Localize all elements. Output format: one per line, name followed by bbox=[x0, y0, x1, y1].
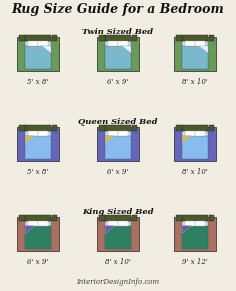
Bar bbox=[38, 131, 48, 136]
Bar bbox=[28, 221, 38, 226]
Polygon shape bbox=[105, 46, 131, 69]
Bar bbox=[28, 131, 38, 136]
Bar bbox=[17, 37, 59, 71]
Bar bbox=[182, 40, 208, 69]
Bar bbox=[99, 125, 105, 130]
Bar bbox=[25, 125, 51, 130]
Bar bbox=[131, 35, 137, 40]
Bar bbox=[105, 35, 131, 40]
Polygon shape bbox=[182, 46, 208, 69]
Text: Rug Size Guide for a Bedroom: Rug Size Guide for a Bedroom bbox=[12, 3, 224, 16]
Polygon shape bbox=[25, 226, 34, 233]
Text: 8' x 10': 8' x 10' bbox=[182, 78, 208, 86]
Bar bbox=[105, 221, 131, 249]
Bar bbox=[131, 125, 137, 130]
Text: 6' x 9': 6' x 9' bbox=[107, 168, 129, 176]
Bar bbox=[185, 221, 195, 226]
Bar bbox=[17, 127, 59, 161]
Bar bbox=[97, 127, 139, 161]
Text: King Sized Bed: King Sized Bed bbox=[82, 208, 154, 216]
Text: 8' x 10': 8' x 10' bbox=[105, 258, 131, 266]
Text: 9' x 12': 9' x 12' bbox=[182, 258, 208, 266]
Polygon shape bbox=[182, 136, 208, 159]
Text: 6' x 9': 6' x 9' bbox=[27, 258, 49, 266]
Bar bbox=[182, 35, 208, 40]
Bar bbox=[208, 35, 214, 40]
Bar bbox=[182, 221, 208, 249]
Polygon shape bbox=[25, 136, 51, 159]
Bar bbox=[195, 221, 205, 226]
Bar bbox=[131, 215, 137, 221]
Polygon shape bbox=[122, 46, 131, 53]
Polygon shape bbox=[105, 136, 114, 143]
Bar bbox=[51, 215, 57, 221]
Bar bbox=[17, 217, 59, 251]
Bar bbox=[97, 217, 139, 251]
Bar bbox=[99, 35, 105, 40]
Bar bbox=[195, 131, 205, 136]
Bar bbox=[19, 35, 25, 40]
Bar bbox=[118, 131, 128, 136]
Bar bbox=[108, 41, 118, 46]
Text: 5' x 8': 5' x 8' bbox=[27, 78, 49, 86]
Bar bbox=[51, 35, 57, 40]
Bar bbox=[99, 215, 105, 221]
Text: InteriorDesignInfo.com: InteriorDesignInfo.com bbox=[76, 278, 160, 286]
Polygon shape bbox=[105, 226, 114, 233]
Polygon shape bbox=[182, 136, 191, 143]
Polygon shape bbox=[25, 136, 34, 143]
Polygon shape bbox=[199, 46, 208, 53]
Bar bbox=[38, 41, 48, 46]
Bar bbox=[25, 221, 51, 249]
Bar bbox=[118, 41, 128, 46]
Polygon shape bbox=[105, 136, 131, 159]
Bar bbox=[185, 41, 195, 46]
Bar bbox=[105, 125, 131, 130]
Bar bbox=[185, 131, 195, 136]
Bar bbox=[28, 41, 38, 46]
Polygon shape bbox=[182, 226, 208, 249]
Bar bbox=[195, 41, 205, 46]
Bar bbox=[25, 130, 51, 159]
Bar bbox=[208, 215, 214, 221]
Bar bbox=[176, 125, 181, 130]
Bar bbox=[25, 35, 51, 40]
Bar bbox=[174, 127, 216, 161]
Bar bbox=[174, 37, 216, 71]
Polygon shape bbox=[42, 46, 51, 53]
Text: 5' x 8': 5' x 8' bbox=[27, 168, 49, 176]
Bar bbox=[19, 215, 25, 221]
Bar bbox=[182, 130, 208, 159]
Text: 6' x 9': 6' x 9' bbox=[107, 78, 129, 86]
Bar bbox=[174, 217, 216, 251]
Bar bbox=[25, 40, 51, 69]
Text: Queen Sized Bed: Queen Sized Bed bbox=[78, 118, 158, 126]
Bar bbox=[182, 125, 208, 130]
Bar bbox=[176, 215, 181, 221]
Bar bbox=[182, 215, 208, 221]
Bar bbox=[97, 37, 139, 71]
Bar bbox=[25, 215, 51, 221]
Text: Twin Sized Bed: Twin Sized Bed bbox=[82, 28, 154, 36]
Polygon shape bbox=[182, 226, 191, 233]
Polygon shape bbox=[25, 46, 51, 69]
Bar bbox=[19, 125, 25, 130]
Bar bbox=[105, 40, 131, 69]
Bar bbox=[51, 125, 57, 130]
Polygon shape bbox=[25, 226, 51, 249]
Bar bbox=[208, 125, 214, 130]
Bar bbox=[105, 130, 131, 159]
Bar bbox=[118, 221, 128, 226]
Text: 8' x 10': 8' x 10' bbox=[182, 168, 208, 176]
Polygon shape bbox=[105, 226, 131, 249]
Bar bbox=[108, 131, 118, 136]
Bar bbox=[108, 221, 118, 226]
Bar bbox=[105, 215, 131, 221]
Bar bbox=[176, 35, 181, 40]
Bar bbox=[38, 221, 48, 226]
